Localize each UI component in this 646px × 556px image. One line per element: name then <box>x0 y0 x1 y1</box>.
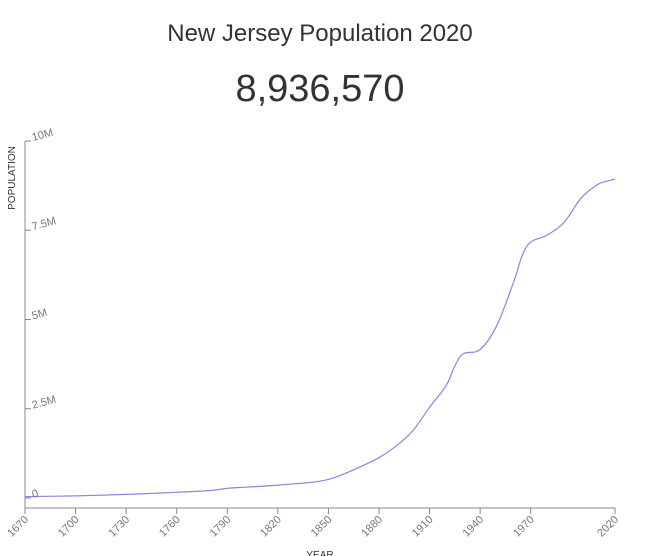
chart-axes <box>24 140 616 514</box>
x-tick-label: 1940 <box>460 514 486 540</box>
y-tick-label: 5M <box>31 307 49 323</box>
x-tick-label: 1910 <box>410 514 436 540</box>
y-tick-label: 10M <box>31 127 55 144</box>
y-tick-label: 7.5M <box>31 215 58 233</box>
x-tick-label: 1670 <box>5 514 31 540</box>
x-tick-label: 1790 <box>208 514 234 540</box>
x-axis-title: YEAR <box>306 550 333 556</box>
chart-labels: 0 2.5M 5M 7.5M 10M 1670 1700 1730 1760 1790 1820 18… <box>5 127 621 556</box>
y-tick-label: 0 <box>31 488 40 501</box>
x-tick-label: 1850 <box>309 514 335 540</box>
population-series-line <box>24 178 616 498</box>
y-axis-title: POPULATION <box>7 146 18 210</box>
chart-series <box>24 178 616 498</box>
population-value: 8,936,570 <box>235 68 405 110</box>
x-tick-label: 1760 <box>157 514 183 540</box>
y-tick-label: 2.5M <box>31 394 58 412</box>
x-tick-label: 1820 <box>258 514 284 540</box>
x-tick-label: 2020 <box>595 514 621 540</box>
x-tick-label: 1880 <box>359 514 385 540</box>
x-tick-label: 1970 <box>511 514 537 540</box>
x-tick-label: 1730 <box>106 514 132 540</box>
chart-title: New Jersey Population 2020 <box>167 20 473 47</box>
x-tick-label: 1700 <box>56 514 82 540</box>
